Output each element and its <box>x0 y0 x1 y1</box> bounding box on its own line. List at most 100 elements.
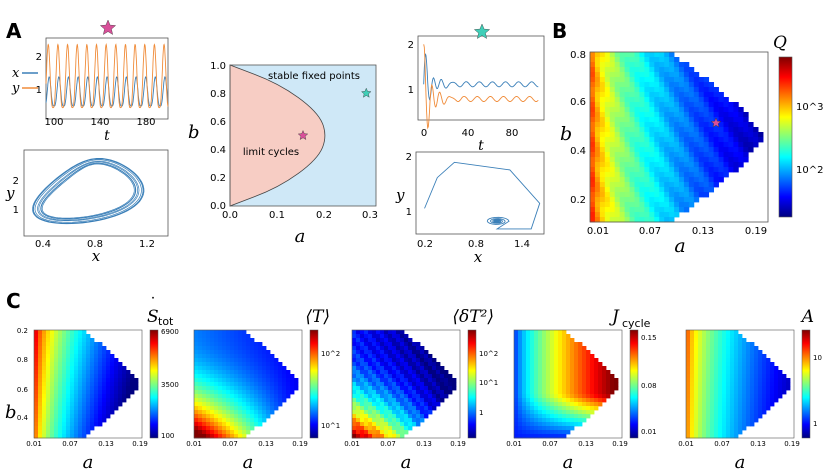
c3-cell <box>522 346 527 351</box>
c0-cell <box>42 390 47 395</box>
c0-cell <box>34 374 39 379</box>
c1-cell <box>254 398 259 403</box>
b-cell <box>679 177 685 183</box>
b-cell <box>599 122 606 128</box>
b-cell <box>693 162 700 168</box>
b-cell <box>723 152 729 158</box>
c1-cell <box>198 406 203 411</box>
c0-cell <box>34 342 39 347</box>
c3-cell <box>538 414 543 419</box>
c3-cell <box>570 378 575 383</box>
c2-cell <box>436 402 441 407</box>
c3-cell <box>578 362 583 367</box>
c2-cell <box>388 394 393 399</box>
c1-cell <box>266 362 271 367</box>
c1-cell <box>246 366 251 371</box>
c0-cell <box>38 434 43 439</box>
c0-cell <box>58 342 63 347</box>
c0-cell <box>82 426 87 431</box>
b-cell <box>634 127 640 133</box>
b-cell <box>594 67 601 73</box>
c3-xtick-1: 0.07 <box>542 440 558 448</box>
b-cell <box>664 197 670 203</box>
c1-cell <box>202 418 207 423</box>
c3-cell <box>542 422 547 427</box>
c1-cell <box>218 378 223 383</box>
c0-cell <box>38 330 43 335</box>
b-cell <box>674 172 680 178</box>
c4-cell <box>778 382 783 387</box>
c0-cell <box>66 338 71 343</box>
c1-cell <box>238 422 243 427</box>
c2-cell <box>376 362 381 367</box>
c2-cell <box>400 382 405 387</box>
b-cell <box>599 67 606 73</box>
b-cell <box>674 132 680 138</box>
c3-cell <box>546 410 551 415</box>
c0-cell <box>70 378 75 383</box>
c3-cell <box>594 406 599 411</box>
c3-cell <box>530 366 535 371</box>
c4-cell <box>698 418 703 423</box>
b-cell <box>624 192 630 198</box>
a5-ytick-0: 1 <box>406 207 412 218</box>
c4-cell <box>710 338 715 343</box>
b-cell <box>629 202 635 208</box>
c2-cell <box>416 414 421 419</box>
c0-cell <box>66 366 71 371</box>
b-cell <box>639 177 645 183</box>
c2-cell <box>380 366 385 371</box>
c2-cell <box>428 366 433 371</box>
c4-cell <box>726 406 731 411</box>
c1-cell <box>242 382 247 387</box>
c1-cell <box>206 342 211 347</box>
b-cell <box>594 162 601 168</box>
c4-cell <box>726 434 731 439</box>
c2-cell <box>420 390 425 395</box>
c1-cell <box>198 382 203 387</box>
c4-cell <box>702 422 707 427</box>
c3-cell <box>522 390 527 395</box>
c4-cell <box>742 418 747 423</box>
b-cell <box>703 152 710 158</box>
c0-cell <box>74 386 79 391</box>
b-cell <box>738 162 744 168</box>
c1-cell <box>258 398 263 403</box>
c1-cell <box>194 426 199 431</box>
b-cell <box>718 122 724 128</box>
c0-cell <box>38 406 43 411</box>
c1-cell <box>258 374 263 379</box>
b-cell <box>703 162 710 168</box>
c0-cell <box>50 406 55 411</box>
c3-cell <box>562 374 567 379</box>
c1-cell <box>210 334 215 339</box>
c2-cell <box>428 378 433 383</box>
c4-cell <box>758 370 763 375</box>
b-cell <box>594 52 601 58</box>
a2-loop <box>34 159 142 223</box>
b-cell <box>674 157 680 163</box>
c1-cell <box>266 398 271 403</box>
c3-cell <box>546 378 551 383</box>
b-cell <box>644 97 650 103</box>
b-cell <box>624 92 630 98</box>
c0-cell <box>126 394 131 399</box>
c0-cell <box>98 390 103 395</box>
b-cell <box>654 157 660 163</box>
c3-cell <box>522 334 527 339</box>
b-cell <box>723 167 729 173</box>
c0-cell <box>34 394 39 399</box>
c3-cell <box>574 394 579 399</box>
b-cell <box>669 82 675 88</box>
c4-cell <box>714 406 719 411</box>
b-cell <box>688 172 695 178</box>
c0-cell <box>82 398 87 403</box>
b-cell <box>609 137 616 143</box>
c0-cell <box>90 350 95 355</box>
c1-cell <box>258 358 263 363</box>
c2-cell <box>452 382 457 387</box>
c2-cell <box>380 358 385 363</box>
c1-cell <box>258 422 263 427</box>
b-cell <box>659 197 665 203</box>
c1-cell <box>226 414 231 419</box>
